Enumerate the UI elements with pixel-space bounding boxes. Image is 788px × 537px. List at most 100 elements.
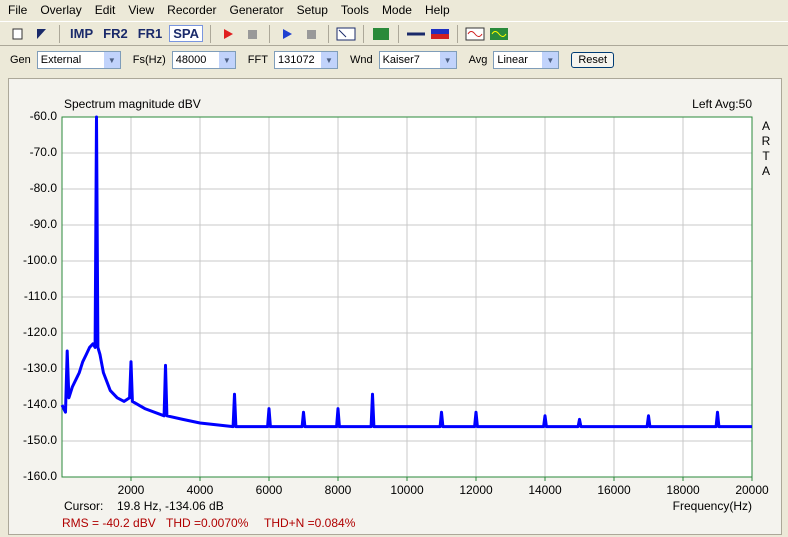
menu-item[interactable]: Tools — [340, 3, 369, 17]
dropdown[interactable]: 48000 ▼ — [171, 51, 236, 69]
separator — [457, 24, 459, 43]
open-icon[interactable] — [32, 25, 52, 43]
menu-item[interactable]: File — [8, 3, 28, 17]
dropdown-value: External — [40, 54, 82, 66]
menu-item[interactable]: Help — [424, 3, 450, 17]
dropdown-value: 131072 — [277, 54, 315, 66]
control-label: Gen — [10, 54, 31, 66]
dropdown[interactable]: Linear ▼ — [493, 51, 560, 69]
dropdown-value: 48000 — [175, 54, 207, 66]
x-tick-label: 2000 — [118, 483, 145, 497]
thdn-value: THD+N =0.084% — [264, 516, 356, 530]
menu-item[interactable]: Edit — [94, 3, 116, 17]
x-tick-label: 16000 — [597, 483, 631, 497]
icon — [336, 27, 356, 40]
y-tick-label: -60.0 — [30, 109, 58, 123]
mode-button[interactable]: FR2 — [103, 26, 128, 41]
spectrum-line — [60, 115, 752, 429]
x-tick-label: 10000 — [390, 483, 424, 497]
record-icon[interactable] — [218, 25, 238, 43]
dropdown-arrow[interactable]: ▼ — [439, 52, 456, 68]
icon — [373, 27, 390, 40]
x-axis-label: Frequency(Hz) — [673, 499, 752, 513]
cursor-value: 19.8 Hz, -134.06 dB — [117, 499, 224, 513]
menu-item[interactable]: Setup — [296, 3, 328, 17]
scope-icon[interactable] — [465, 25, 485, 43]
chart-title: Spectrum magnitude dBV — [64, 97, 201, 111]
dropdown[interactable]: 131072 ▼ — [273, 51, 338, 69]
toolbar: IMP FR2 FR1 SPA — [0, 21, 788, 46]
x-tick-label: 12000 — [459, 483, 493, 497]
chart-annotation: Left Avg:50 — [692, 97, 752, 111]
dropdown-arrow[interactable]: ▼ — [103, 52, 120, 68]
mode-button[interactable]: FR1 — [137, 26, 163, 41]
cursor-label: Cursor: — [64, 499, 103, 513]
menu-item[interactable]: Overlay — [40, 3, 82, 17]
dropdown[interactable]: Kaiser7 ▼ — [378, 51, 457, 69]
x-tick-label: 6000 — [256, 483, 283, 497]
y-tick-label: -80.0 — [30, 181, 58, 195]
mode-button[interactable]: IMP — [70, 26, 94, 41]
y-tick-label: -140.0 — [23, 397, 57, 411]
dropdown-value: Linear — [497, 54, 528, 66]
settings-bar: Gen External ▼ Fs(Hz) 48000 ▼ FFT 131072 ▼ Wnd Kai… — [0, 48, 788, 72]
control-label: Avg — [468, 54, 488, 66]
menu-item[interactable]: Generator — [229, 3, 284, 17]
icon — [248, 29, 258, 39]
y-tick-label: -120.0 — [23, 325, 57, 339]
x-tick-label: 8000 — [325, 483, 352, 497]
y-tick-label: -160.0 — [23, 469, 57, 483]
grid-icon[interactable] — [371, 25, 391, 43]
menu-bar: File Overlay Edit View Recorder Generator Setu… — [0, 0, 788, 20]
chart: -60.0 -70.0 -80.0 -90.0 -100.0 -110.0 -120.0 -1… — [23, 97, 769, 530]
colors-icon[interactable] — [430, 25, 450, 43]
scope-icon[interactable] — [489, 25, 509, 43]
icon — [307, 29, 317, 39]
mode-button[interactable]: SPA — [169, 25, 204, 42]
control-label: Fs(Hz) — [132, 54, 166, 66]
new-icon[interactable] — [8, 25, 28, 43]
abc-icon[interactable] — [336, 25, 356, 43]
icon — [431, 28, 450, 39]
dropdown-arrow[interactable]: ▼ — [320, 52, 337, 68]
y-tick-label: -150.0 — [23, 433, 57, 447]
y-tick-label: -90.0 — [30, 217, 58, 231]
stop-icon[interactable] — [301, 25, 321, 43]
dropdown[interactable]: External ▼ — [36, 51, 121, 69]
icon — [407, 32, 426, 35]
menu-item[interactable]: Recorder — [167, 3, 217, 17]
dropdown-arrow[interactable]: ▼ — [542, 52, 559, 68]
icon — [490, 27, 509, 40]
x-tick-label: 4000 — [187, 483, 214, 497]
separator — [398, 24, 400, 43]
menu-item[interactable]: View — [128, 3, 155, 17]
x-tick-label: 18000 — [666, 483, 700, 497]
x-tick-label: 20000 — [735, 483, 769, 497]
stop-icon[interactable] — [242, 25, 262, 43]
chart-panel: -60.0 -70.0 -80.0 -90.0 -100.0 -110.0 -120.0 -1… — [8, 78, 782, 535]
play-icon[interactable] — [277, 25, 297, 43]
separator — [269, 24, 271, 43]
thd-value: THD =0.0070% — [166, 516, 249, 530]
plot-frame — [61, 116, 753, 478]
control-label: FFT — [247, 54, 268, 66]
icon — [283, 28, 293, 39]
y-tick-label: -130.0 — [23, 361, 57, 375]
reset-button[interactable]: Reset — [571, 52, 615, 68]
icon — [12, 28, 23, 39]
menu-item[interactable]: Mode — [381, 3, 412, 17]
probe-icon[interactable] — [406, 25, 426, 43]
icon — [465, 27, 485, 40]
dropdown-value: Kaiser7 — [382, 54, 420, 66]
control-label: Wnd — [349, 54, 373, 66]
separator — [363, 24, 365, 43]
side-label: ARTA — [759, 119, 773, 179]
x-tick-label: 14000 — [528, 483, 562, 497]
rms-value: RMS = -40.2 dBV — [62, 516, 156, 530]
separator — [59, 24, 60, 43]
y-tick-label: -70.0 — [30, 145, 58, 159]
dropdown-arrow[interactable]: ▼ — [218, 52, 235, 68]
icon — [37, 28, 46, 39]
separator — [328, 24, 330, 43]
